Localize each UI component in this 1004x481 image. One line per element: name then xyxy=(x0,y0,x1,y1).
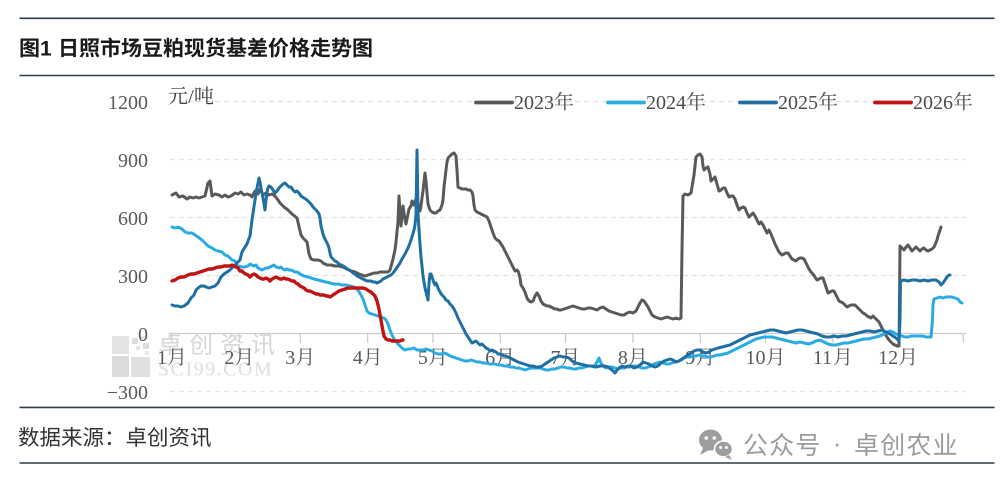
svg-text:2024: 2024 xyxy=(646,92,686,114)
svg-text:10: 10 xyxy=(746,347,766,369)
svg-text:0: 0 xyxy=(138,324,148,346)
svg-text:2023: 2023 xyxy=(514,92,554,114)
svg-text:SCI99.COM: SCI99.COM xyxy=(158,359,273,381)
svg-text:12: 12 xyxy=(878,347,898,369)
svg-text:5: 5 xyxy=(418,347,428,369)
svg-text:4: 4 xyxy=(353,347,363,369)
svg-text:2025: 2025 xyxy=(778,92,818,114)
svg-text:1: 1 xyxy=(40,38,52,61)
svg-text:600: 600 xyxy=(118,208,148,230)
svg-text:6: 6 xyxy=(485,347,495,369)
svg-text:/: / xyxy=(188,86,194,108)
svg-text:3: 3 xyxy=(285,347,295,369)
svg-text:11: 11 xyxy=(813,347,832,369)
svg-text:1200: 1200 xyxy=(108,92,148,114)
svg-text:2: 2 xyxy=(224,347,234,369)
svg-text:300: 300 xyxy=(118,266,148,288)
svg-text:900: 900 xyxy=(118,150,148,172)
svg-text:·: · xyxy=(833,430,841,458)
svg-text:1: 1 xyxy=(157,347,167,369)
svg-text:−300: −300 xyxy=(107,382,148,404)
svg-text:8: 8 xyxy=(618,347,628,369)
svg-text:2026: 2026 xyxy=(913,92,953,114)
